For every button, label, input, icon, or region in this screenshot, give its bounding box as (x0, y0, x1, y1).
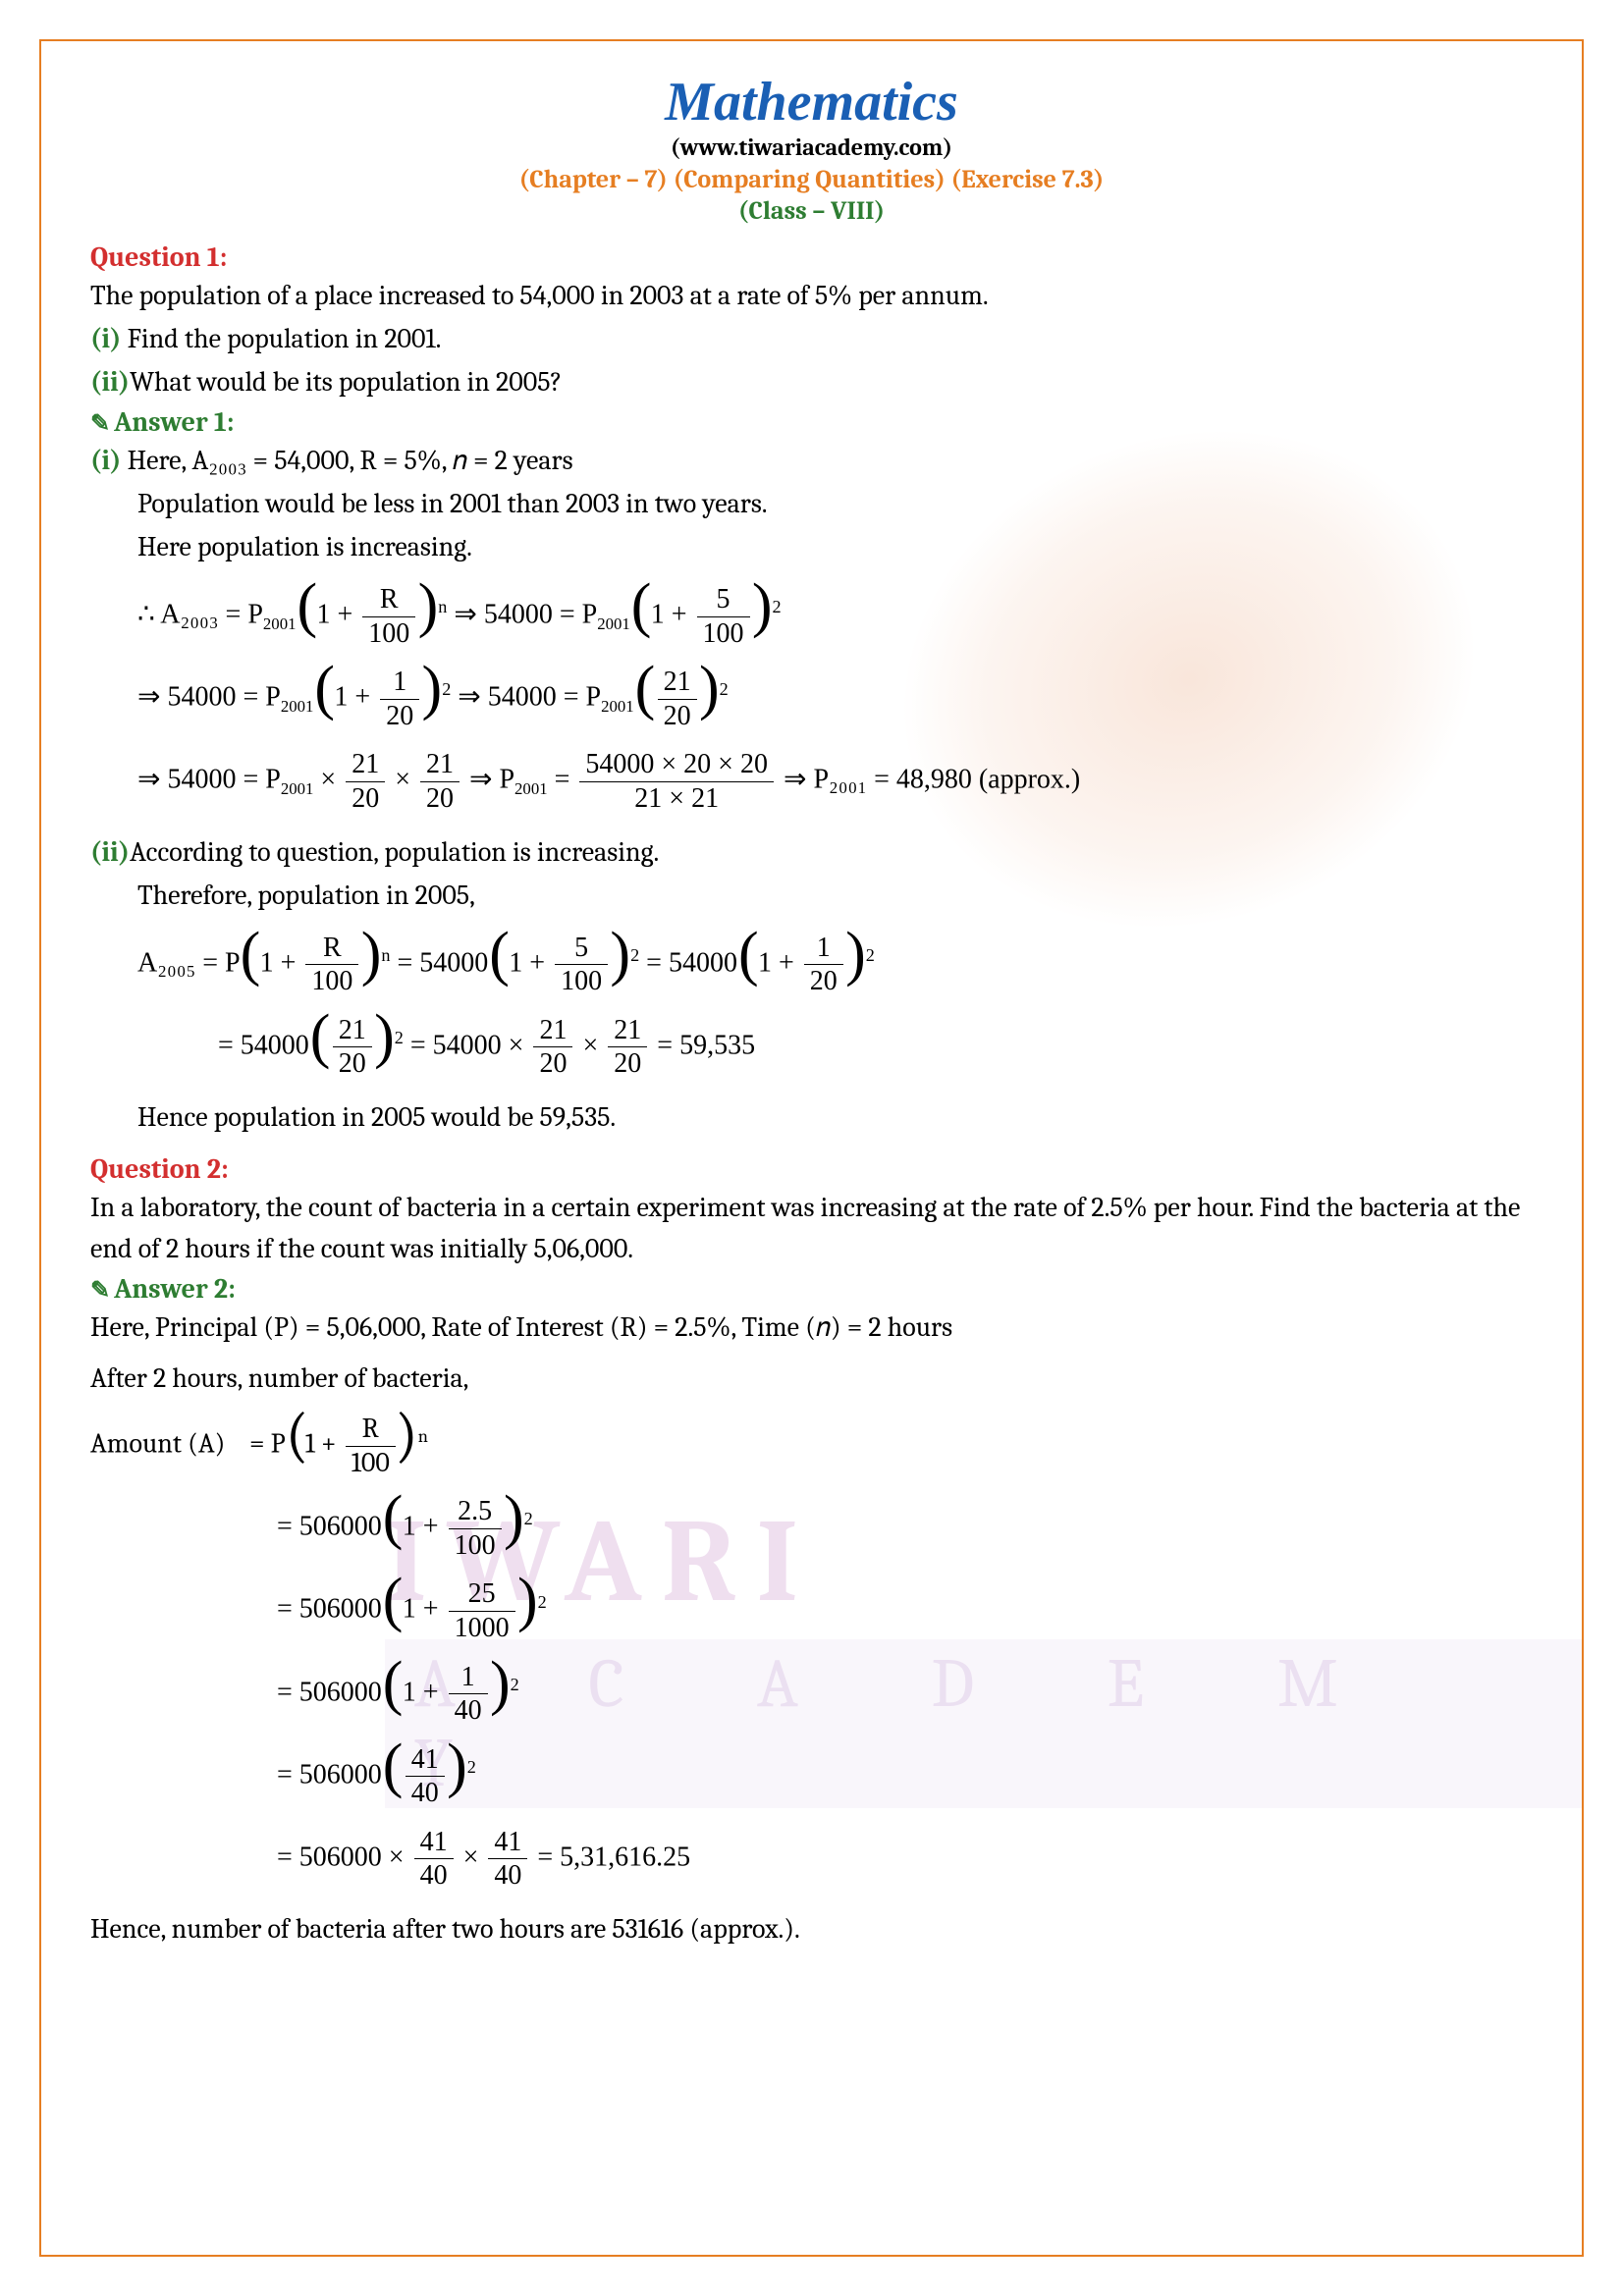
q2-math5: = 506000 41402 (277, 1743, 1533, 1810)
a1-i: (i) Here, A₂₀₀₃ = 54,000, R = 5%, 𝑛 = 2 … (90, 440, 1533, 481)
a1-label: Answer 1: (90, 406, 1533, 438)
title: Mathematics (90, 71, 1533, 133)
content: Mathematics (www.tiwariacademy.com) (Cha… (90, 71, 1533, 1949)
q1-text: The population of a place increased to 5… (90, 275, 1533, 316)
q2-amount: Amount (A) = P 1 + R100n (90, 1413, 1533, 1479)
website: (www.tiwariacademy.com) (90, 133, 1533, 161)
a2-line1: Here, Principal (P) = 5,06,000, Rate of … (90, 1307, 1533, 1348)
chapter-line: (Chapter – 7) (Comparing Quantities) (Ex… (90, 165, 1533, 194)
q2-text: In a laboratory, the count of bacteria i… (90, 1187, 1533, 1269)
q1ii-math2: = 54000 21202 = 54000 × 2120 × 2120 = 59… (218, 1014, 1533, 1081)
a2-label: Answer 2: (90, 1273, 1533, 1305)
a1-ii-line2: Therefore, population in 2005, (137, 875, 1533, 916)
q1i-math3: ⇒ 54000 = P2001 × 2120 × 2120 ⇒ P2001 = … (137, 748, 1533, 815)
a1-i-line2: Population would be less in 2001 than 20… (137, 483, 1533, 524)
a1-ii-line1: According to question, population is inc… (130, 836, 659, 868)
q1-i-label: (i) (90, 323, 121, 354)
a1-ii-label: (ii) (90, 836, 130, 868)
q1-i-text: Find the population in 2001. (121, 323, 441, 354)
q2-math6: = 506000 × 4140 × 4140 = 5,31,616.25 (277, 1826, 1533, 1893)
q2-math4: = 506000 1 + 1402 (277, 1661, 1533, 1728)
q1-ii-label: (ii) (90, 366, 130, 398)
a1-i-line1: Here, A₂₀₀₃ = 54,000, R = 5%, 𝑛 = 2 year… (121, 445, 572, 476)
q1-ii-text: What would be its population in 2005? (130, 366, 562, 398)
q1ii-math1: A₂₀₀₅ = P 1 + R100n = 54000 1 + 51002 = … (137, 932, 1533, 998)
q1i-math2: ⇒ 54000 = P2001 1 + 1202 ⇒ 54000 = P2001… (137, 666, 1533, 732)
q2-math2: = 506000 1 + 2.51002 (277, 1495, 1533, 1562)
q1-part-i: (i) Find the population in 2001. (90, 318, 1533, 359)
q2-conclusion: Hence, number of bacteria after two hour… (90, 1908, 1533, 1949)
q2-math3: = 506000 1 + 2510002 (277, 1577, 1533, 1644)
a1-ii: (ii)According to question, population is… (90, 831, 1533, 873)
class-line: (Class – VIII) (90, 196, 1533, 226)
page-border: IWARI A C A D E M Y Mathematics (www.tiw… (39, 39, 1584, 2257)
q1ii-conclusion: Hence population in 2005 would be 59,535… (137, 1096, 1533, 1138)
q1-label: Question 1: (90, 241, 1533, 273)
a1-i-line3: Here population is increasing. (137, 526, 1533, 567)
q1i-math1: ∴ A₂₀₀₃ = P2001 1 + R100n ⇒ 54000 = P200… (137, 583, 1533, 650)
q2-label: Question 2: (90, 1153, 1533, 1185)
q1-part-ii: (ii)What would be its population in 2005… (90, 361, 1533, 402)
a1-i-label: (i) (90, 445, 121, 476)
q1i-conclusion: ⇒ P₂₀₀₁ = 48,980 (approx.) (784, 765, 1080, 795)
a2-line2: After 2 hours, number of bacteria, (90, 1358, 1533, 1399)
